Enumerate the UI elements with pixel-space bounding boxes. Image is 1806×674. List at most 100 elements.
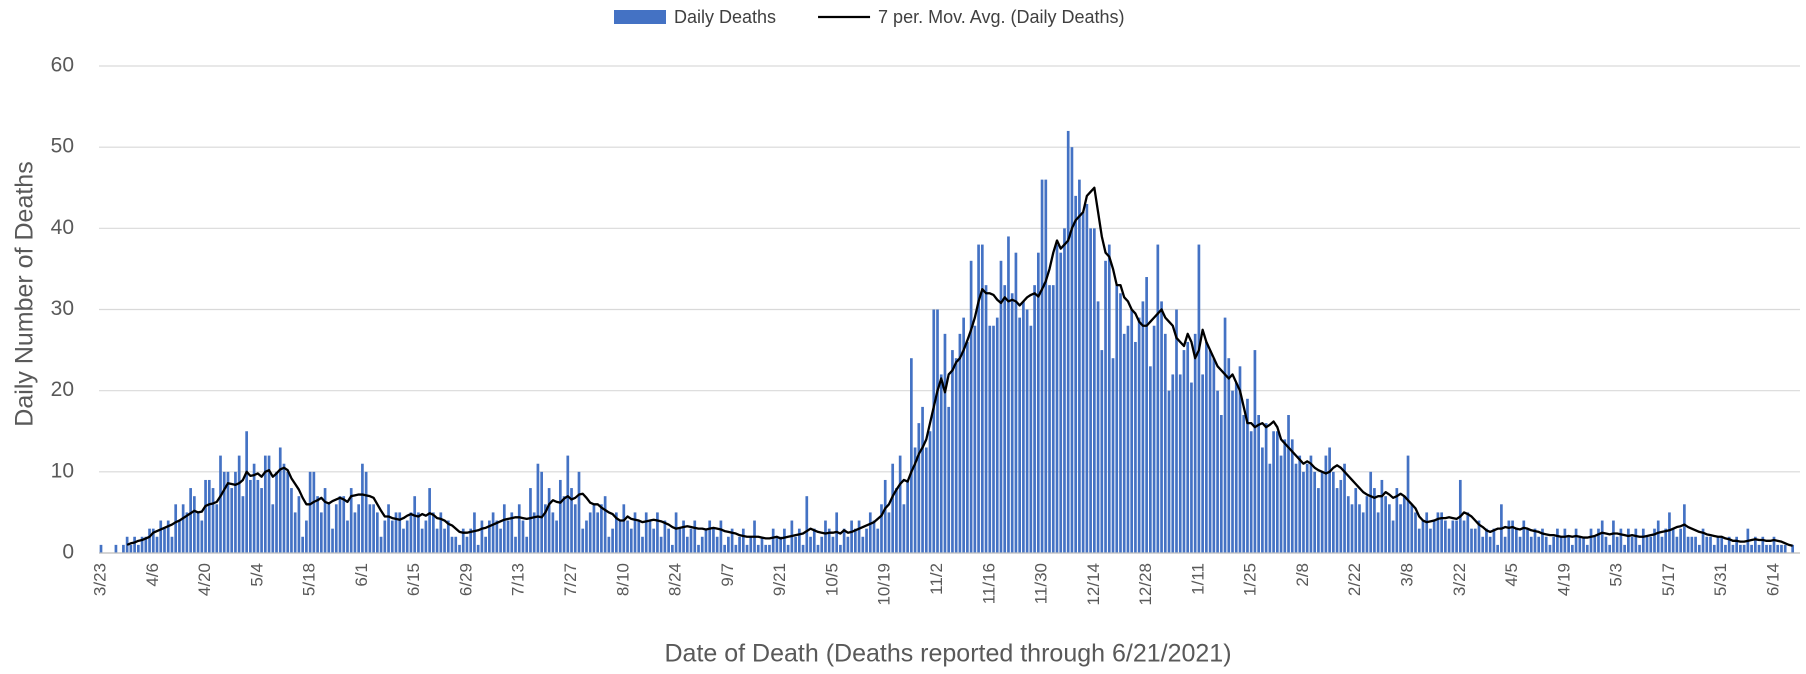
bar bbox=[973, 325, 977, 553]
x-tick-label: 7/13 bbox=[509, 563, 528, 596]
bar bbox=[768, 544, 771, 553]
bar bbox=[943, 333, 947, 553]
bar bbox=[1078, 179, 1081, 553]
bar bbox=[1137, 317, 1141, 553]
x-axis-title: Date of Death (Deaths reported through 6… bbox=[664, 640, 1231, 668]
bar bbox=[1320, 471, 1324, 553]
bar bbox=[756, 544, 760, 553]
bar bbox=[424, 520, 428, 553]
bar bbox=[551, 512, 555, 553]
bar bbox=[779, 536, 783, 553]
bar bbox=[237, 455, 241, 553]
bar bbox=[1627, 528, 1630, 553]
bar bbox=[693, 520, 697, 553]
bar bbox=[1066, 130, 1070, 553]
bar bbox=[331, 528, 334, 553]
bar bbox=[361, 463, 364, 553]
bar bbox=[1526, 528, 1529, 553]
bar bbox=[1074, 195, 1078, 553]
bar bbox=[405, 520, 409, 553]
bar bbox=[1776, 544, 1780, 553]
bar bbox=[263, 455, 267, 553]
bar bbox=[499, 528, 502, 553]
bar bbox=[252, 463, 256, 553]
bar bbox=[1022, 301, 1025, 553]
bar bbox=[1089, 228, 1092, 554]
bar bbox=[1544, 536, 1548, 553]
bar bbox=[820, 536, 824, 553]
bar bbox=[1410, 504, 1414, 553]
bar bbox=[1380, 479, 1384, 553]
bar bbox=[1025, 309, 1029, 553]
bar bbox=[1425, 512, 1429, 553]
bar bbox=[801, 544, 805, 553]
bar bbox=[1201, 374, 1204, 553]
bar bbox=[775, 536, 779, 553]
bar bbox=[297, 496, 301, 553]
bar bbox=[555, 520, 558, 553]
bar bbox=[1343, 463, 1346, 553]
x-tick-label: 1/11 bbox=[1188, 563, 1207, 595]
bar bbox=[181, 504, 185, 553]
bar bbox=[689, 528, 693, 553]
x-tick-label: 6/15 bbox=[404, 563, 423, 596]
bar bbox=[1432, 520, 1436, 553]
bar bbox=[723, 544, 726, 553]
legend-label: 7 per. Mov. Avg. (Daily Deaths) bbox=[878, 7, 1124, 27]
bar bbox=[353, 512, 357, 553]
bar bbox=[1671, 528, 1675, 553]
bar bbox=[596, 512, 600, 553]
bar bbox=[913, 447, 917, 553]
bar bbox=[1317, 488, 1320, 553]
bar bbox=[469, 528, 473, 553]
bar bbox=[1518, 536, 1522, 553]
bar bbox=[1402, 496, 1406, 553]
bar bbox=[895, 488, 898, 553]
bar bbox=[1656, 520, 1660, 553]
bar bbox=[659, 536, 663, 553]
x-tick-label: 5/17 bbox=[1659, 563, 1678, 596]
bar bbox=[872, 520, 876, 553]
bar bbox=[1048, 285, 1051, 553]
bar bbox=[357, 504, 361, 553]
bar bbox=[794, 536, 797, 553]
bar bbox=[846, 536, 850, 553]
x-tick-label: 2/22 bbox=[1345, 563, 1364, 596]
bar bbox=[1111, 358, 1115, 553]
bar bbox=[1664, 528, 1668, 553]
x-tick-label: 3/22 bbox=[1450, 563, 1469, 596]
bar bbox=[738, 536, 741, 553]
bar bbox=[1175, 309, 1178, 553]
bar bbox=[1029, 325, 1033, 553]
bar bbox=[939, 374, 943, 553]
bar bbox=[473, 512, 476, 553]
bar bbox=[495, 520, 499, 553]
bar bbox=[334, 504, 338, 553]
bar bbox=[521, 520, 525, 553]
bar bbox=[1055, 244, 1059, 554]
bar bbox=[204, 479, 207, 553]
bar bbox=[969, 260, 973, 553]
bar bbox=[1600, 520, 1604, 553]
bar bbox=[394, 512, 398, 553]
bar bbox=[682, 520, 685, 553]
bar bbox=[267, 455, 271, 553]
bar bbox=[510, 512, 514, 553]
bar bbox=[966, 341, 969, 553]
bar bbox=[644, 512, 648, 553]
bar bbox=[215, 504, 219, 553]
bar bbox=[783, 528, 786, 553]
bar bbox=[1548, 544, 1552, 553]
bar bbox=[603, 496, 607, 553]
bar bbox=[1014, 252, 1018, 553]
bar bbox=[600, 504, 603, 553]
bar bbox=[1085, 203, 1089, 553]
bar bbox=[611, 528, 614, 553]
bar bbox=[383, 520, 387, 553]
bar bbox=[1033, 285, 1036, 553]
bar bbox=[491, 512, 495, 553]
bar bbox=[1753, 536, 1757, 553]
bar bbox=[222, 471, 226, 553]
bar bbox=[1638, 544, 1641, 553]
x-tick-label: 4/19 bbox=[1554, 563, 1573, 596]
